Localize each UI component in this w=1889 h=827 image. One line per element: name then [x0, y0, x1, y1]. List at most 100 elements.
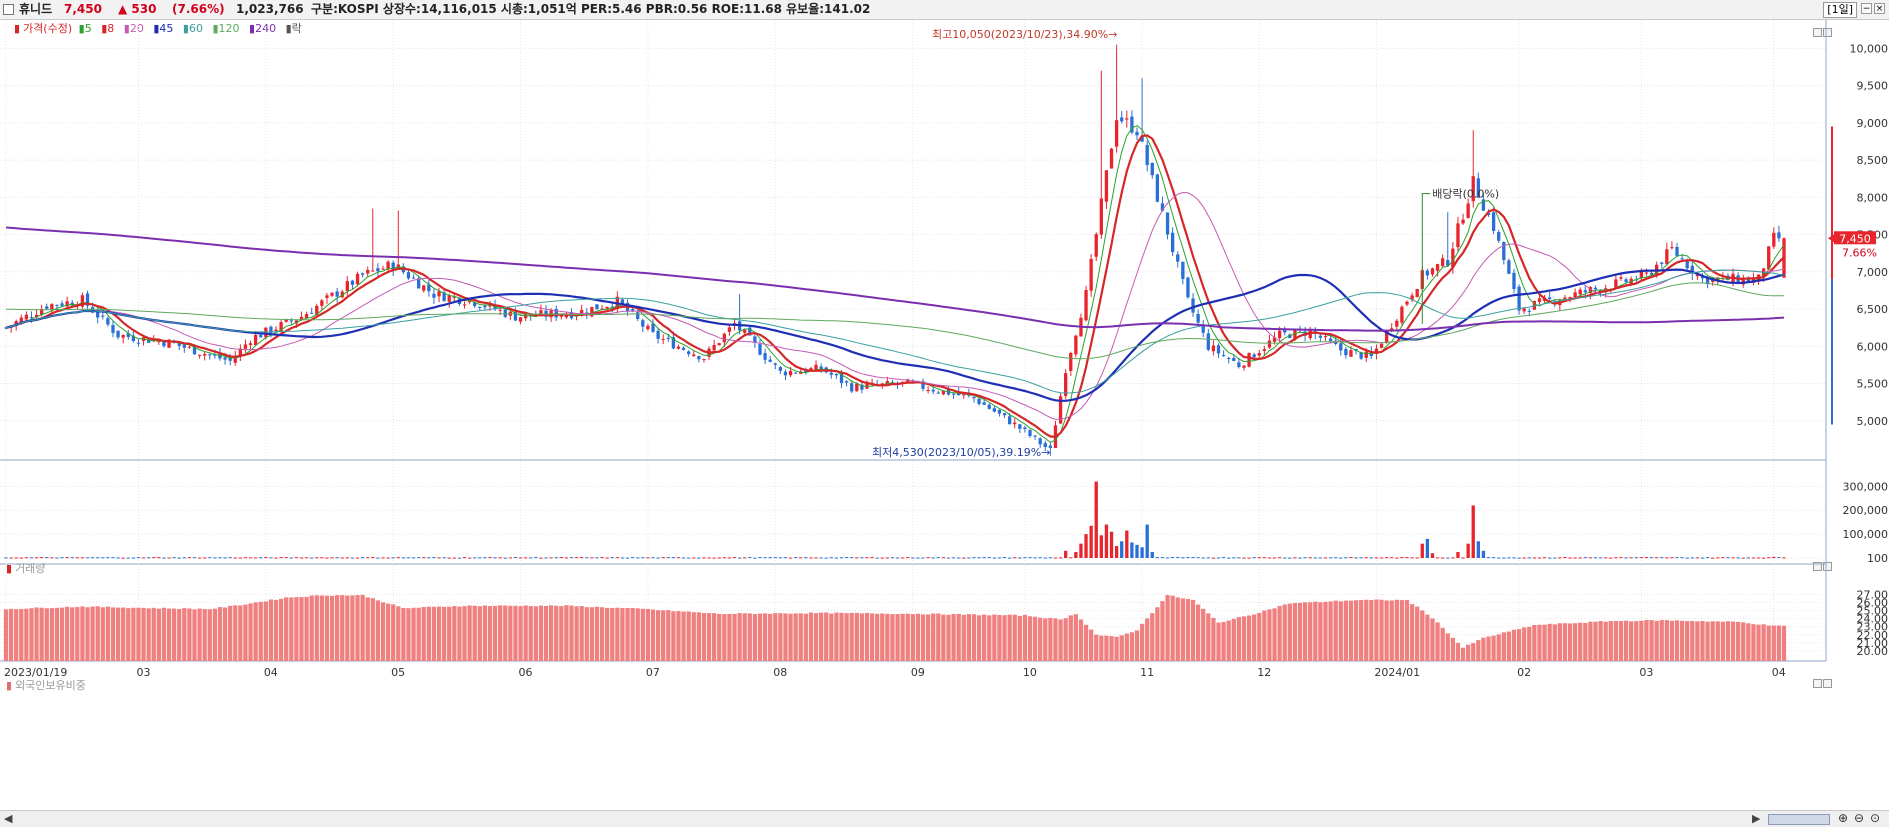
- foreign-ratio-bar: [599, 607, 605, 661]
- foreign-ratio-bar: [1695, 621, 1700, 661]
- price-tick-label: 8,000: [1857, 191, 1889, 204]
- foreign-ratio-bar: [1165, 595, 1170, 661]
- volume-bar: [1604, 557, 1608, 559]
- foreign-ratio-bar: [207, 609, 212, 661]
- foreign-ratio-bar: [1516, 629, 1522, 661]
- candle-body: [136, 342, 141, 344]
- volume-bar: [1471, 505, 1475, 558]
- volume-bar: [1685, 557, 1689, 559]
- foreign-ratio-bar: [839, 612, 844, 661]
- candle-body: [1670, 247, 1674, 249]
- candle-body: [1491, 212, 1496, 231]
- candle-body: [1451, 248, 1455, 268]
- foreign-ratio-bar: [1593, 621, 1598, 661]
- volume-bar: [1670, 557, 1674, 559]
- zoom-out-icon[interactable]: ⊖: [1854, 811, 1865, 825]
- foreign-ratio-bar: [1736, 621, 1741, 661]
- minimize-icon[interactable]: −: [1861, 3, 1872, 14]
- volume-bar: [106, 557, 110, 559]
- candle-body: [717, 343, 721, 346]
- candle-body: [1150, 162, 1154, 176]
- candle-body: [763, 353, 767, 360]
- foreign-ratio-bar: [1746, 623, 1751, 661]
- candle-body: [962, 394, 966, 396]
- volume-bar: [1384, 557, 1389, 559]
- foreign-ratio-bar: [997, 614, 1002, 661]
- candle-body: [243, 344, 248, 349]
- candle-body: [1272, 337, 1277, 342]
- foreign-ratio-bar: [90, 606, 95, 661]
- candle-body: [977, 398, 981, 405]
- volume-bar: [1344, 557, 1348, 559]
- foreign-ratio-bar: [1664, 620, 1669, 661]
- foreign-ratio-bar: [768, 613, 773, 661]
- foreign-ratio-bar: [1562, 623, 1568, 661]
- foreign-ratio-bar: [380, 602, 386, 661]
- foreign-pane-controls: [1812, 673, 1834, 688]
- candle-body: [1033, 435, 1037, 437]
- foreign-ratio-bar: [737, 613, 742, 661]
- volume-bar: [1252, 557, 1256, 559]
- stock-chart[interactable]: 2023/01/19 03 04 05 06 07 08 09 10 11 12 2024/01 02 0…: [0, 20, 1889, 810]
- volume-bar: [1451, 557, 1455, 559]
- candle-body: [452, 296, 456, 298]
- foreign-ratio-bar: [136, 607, 141, 661]
- ma8-line: [5, 134, 1785, 439]
- candle-body: [376, 268, 380, 272]
- volume-bar: [488, 557, 492, 559]
- foreign-ratio-bar: [1629, 621, 1634, 661]
- pane-close-icon[interactable]: [1823, 562, 1832, 571]
- foreign-tick-label: 20.00: [1857, 645, 1889, 658]
- volume-bar: [717, 557, 721, 559]
- candle-body: [325, 295, 329, 298]
- volume-bar: [651, 557, 655, 559]
- volume-bar: [1069, 557, 1073, 559]
- pane-close-icon[interactable]: [1823, 28, 1832, 37]
- foreign-ratio-bar: [59, 607, 65, 661]
- candle-body: [829, 372, 833, 375]
- candle-body: [432, 293, 436, 298]
- period-selector[interactable]: [1일]: [1823, 2, 1857, 18]
- pane-collapse-icon[interactable]: [1813, 562, 1822, 571]
- price-tick-label: 6,000: [1857, 340, 1889, 353]
- foreign-ratio-bar: [931, 613, 936, 661]
- candle-body: [1578, 289, 1582, 295]
- pane-close-icon[interactable]: [1823, 679, 1832, 688]
- foreign-ratio-bar: [289, 597, 294, 661]
- foreign-ratio-bar: [1639, 620, 1644, 661]
- foreign-ratio-bar: [258, 601, 263, 661]
- candle-body: [997, 409, 1002, 414]
- scroll-right-icon[interactable]: ▶: [1752, 812, 1761, 825]
- pane-collapse-icon[interactable]: [1813, 679, 1822, 688]
- foreign-ratio-bar: [1129, 632, 1135, 661]
- foreign-ratio-bar: [1486, 636, 1491, 661]
- foreign-ratio-bar: [503, 605, 508, 661]
- candle-body: [850, 383, 854, 392]
- volume-bar: [1705, 557, 1710, 559]
- foreign-ratio-bar: [554, 605, 559, 661]
- foreign-ratio-bars: [3, 594, 1787, 661]
- x-tick-label: 2023/01/19: [4, 666, 67, 679]
- pane-collapse-icon[interactable]: [1813, 28, 1822, 37]
- foreign-ratio-bar: [1781, 625, 1787, 661]
- candle-body: [187, 346, 192, 348]
- candle-body: [473, 302, 477, 307]
- volume-bar: [1588, 557, 1593, 559]
- foreign-ratio-bar: [1654, 620, 1659, 661]
- scroll-thumb[interactable]: [1768, 814, 1830, 825]
- candle-body: [1695, 273, 1700, 277]
- zoom-reset-icon[interactable]: ⊙: [1870, 811, 1881, 825]
- select-checkbox[interactable]: [3, 4, 14, 15]
- scroll-left-icon[interactable]: ◀: [4, 812, 13, 825]
- close-icon[interactable]: ×: [1874, 3, 1885, 14]
- foreign-ratio-bar: [416, 607, 421, 661]
- foreign-ratio-bar: [14, 609, 19, 661]
- zoom-in-icon[interactable]: ⊕: [1838, 811, 1849, 825]
- scroll-bar[interactable]: ◀ ▶ ⊕ ⊖ ⊙: [0, 810, 1889, 827]
- candle-body: [564, 314, 569, 318]
- volume-bar: [1064, 550, 1068, 558]
- foreign-ratio-bar: [34, 607, 39, 661]
- foreign-ratio-bar: [569, 605, 574, 661]
- candle-body: [478, 306, 482, 308]
- foreign-ratio-bar: [961, 614, 966, 661]
